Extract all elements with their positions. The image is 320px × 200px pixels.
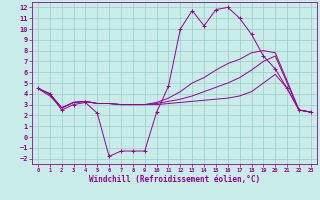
X-axis label: Windchill (Refroidissement éolien,°C): Windchill (Refroidissement éolien,°C) (89, 175, 260, 184)
